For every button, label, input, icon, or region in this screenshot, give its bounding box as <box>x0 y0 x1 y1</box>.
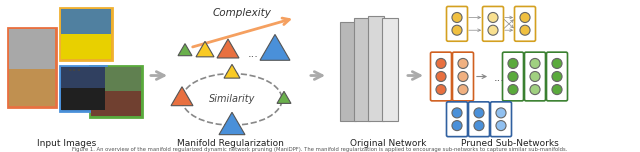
FancyBboxPatch shape <box>547 52 568 101</box>
FancyBboxPatch shape <box>490 102 511 137</box>
Polygon shape <box>260 35 290 60</box>
Circle shape <box>458 59 468 68</box>
FancyBboxPatch shape <box>61 34 111 59</box>
FancyBboxPatch shape <box>431 52 451 101</box>
Circle shape <box>474 108 484 118</box>
Text: Original Network: Original Network <box>350 139 426 148</box>
Text: Complexity: Complexity <box>212 8 271 18</box>
Circle shape <box>488 25 498 35</box>
FancyBboxPatch shape <box>90 66 142 117</box>
Circle shape <box>436 71 446 81</box>
FancyBboxPatch shape <box>91 67 141 91</box>
Circle shape <box>552 85 562 95</box>
Circle shape <box>452 25 462 35</box>
FancyBboxPatch shape <box>368 16 384 121</box>
Circle shape <box>530 85 540 95</box>
FancyBboxPatch shape <box>483 6 504 41</box>
FancyBboxPatch shape <box>60 66 106 111</box>
FancyBboxPatch shape <box>515 6 536 41</box>
FancyBboxPatch shape <box>340 22 356 121</box>
Text: Pruned Sub-Networks: Pruned Sub-Networks <box>461 139 559 148</box>
Polygon shape <box>196 41 214 57</box>
Circle shape <box>458 85 468 95</box>
FancyBboxPatch shape <box>61 9 111 34</box>
Circle shape <box>508 71 518 81</box>
FancyBboxPatch shape <box>502 52 524 101</box>
Polygon shape <box>178 44 192 56</box>
Circle shape <box>508 59 518 68</box>
Polygon shape <box>224 64 240 78</box>
FancyBboxPatch shape <box>525 52 545 101</box>
FancyBboxPatch shape <box>354 18 370 121</box>
Polygon shape <box>171 87 193 106</box>
Circle shape <box>474 121 484 131</box>
Circle shape <box>452 121 462 131</box>
FancyBboxPatch shape <box>452 52 474 101</box>
Text: Input Images: Input Images <box>37 139 97 148</box>
Circle shape <box>488 12 498 22</box>
Text: ...: ... <box>68 61 82 74</box>
Polygon shape <box>219 112 245 135</box>
Text: Similarity: Similarity <box>209 94 255 104</box>
Circle shape <box>458 71 468 81</box>
FancyBboxPatch shape <box>61 67 105 88</box>
Circle shape <box>520 12 530 22</box>
Circle shape <box>520 25 530 35</box>
Circle shape <box>436 59 446 68</box>
Text: Manifold Regularization: Manifold Regularization <box>177 139 284 148</box>
Circle shape <box>552 71 562 81</box>
Circle shape <box>530 59 540 68</box>
Text: ...: ... <box>248 49 259 59</box>
Text: ...: ... <box>494 73 505 83</box>
FancyBboxPatch shape <box>61 88 105 110</box>
Text: Figure 1. An overview of the manifold regularized dynamic network pruning (ManiD: Figure 1. An overview of the manifold re… <box>72 147 568 152</box>
FancyBboxPatch shape <box>8 28 56 107</box>
FancyBboxPatch shape <box>9 29 55 69</box>
FancyBboxPatch shape <box>447 6 467 41</box>
Circle shape <box>496 108 506 118</box>
Circle shape <box>552 59 562 68</box>
Polygon shape <box>217 39 239 58</box>
Circle shape <box>496 121 506 131</box>
Circle shape <box>452 12 462 22</box>
FancyBboxPatch shape <box>91 91 141 116</box>
FancyBboxPatch shape <box>9 69 55 106</box>
Circle shape <box>436 85 446 95</box>
FancyBboxPatch shape <box>60 8 112 60</box>
Circle shape <box>530 71 540 81</box>
FancyBboxPatch shape <box>468 102 490 137</box>
FancyBboxPatch shape <box>447 102 467 137</box>
Circle shape <box>452 108 462 118</box>
Circle shape <box>508 85 518 95</box>
FancyBboxPatch shape <box>382 18 398 121</box>
Polygon shape <box>277 91 291 103</box>
